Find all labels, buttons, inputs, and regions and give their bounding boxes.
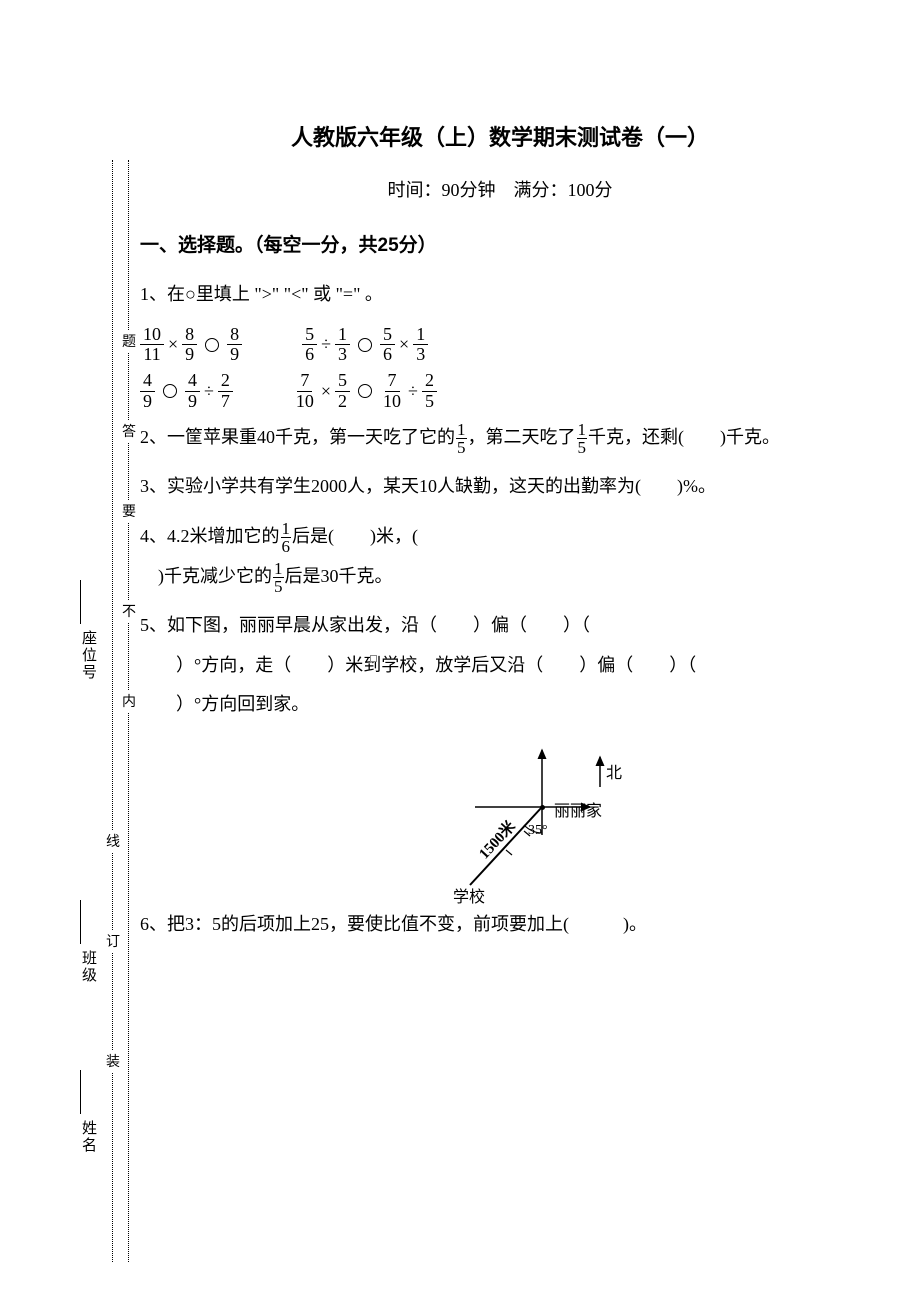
- operator: ×: [397, 334, 411, 355]
- direction-diagram: 北 丽丽家 学校 1500米 35°: [420, 735, 660, 905]
- fraction: 1011: [140, 325, 164, 366]
- fraction-expression: 56÷1356×13: [302, 325, 428, 366]
- exam-title: 人教版六年级（上）数学期末测试卷（一）: [140, 120, 860, 152]
- fraction: 15: [273, 560, 284, 595]
- operator: ÷: [406, 381, 420, 402]
- question-6: 6、把3：5的后项加上25，要使比值不变，前项要加上( )。: [140, 905, 860, 945]
- question-5: 5、如下图，丽丽早晨从家出发，沿（ ）偏（ ）（ ）°方向，走（ ）米到学校，放…: [140, 606, 860, 725]
- compare-circle: [358, 338, 372, 352]
- fraction: 25: [422, 371, 437, 412]
- angle-label: 35°: [528, 823, 548, 839]
- question-2: 2、一筐苹果重40千克，第一天吃了它的15，第二天吃了15千克，还剩( )千克。: [140, 418, 860, 458]
- fraction: 56: [380, 325, 395, 366]
- binding-marker-char: 装: [106, 1050, 120, 1072]
- compare-circle: [205, 338, 219, 352]
- fraction-expression: 710×52710÷25: [293, 371, 437, 412]
- fraction: 13: [413, 325, 428, 366]
- fraction: 27: [218, 371, 233, 412]
- origin-point: [540, 805, 545, 810]
- operator: ÷: [319, 334, 333, 355]
- diagram-svg: [420, 735, 660, 905]
- fraction: 710: [380, 371, 404, 412]
- operator: ÷: [202, 381, 216, 402]
- fraction: 56: [302, 325, 317, 366]
- home-label: 丽丽家: [554, 797, 602, 821]
- fraction: 89: [182, 325, 197, 366]
- fraction: 49: [140, 371, 155, 412]
- north-label: 北: [606, 759, 622, 783]
- fraction-comparisons: 1011×898956÷1356×134949÷27710×52710÷25: [140, 325, 860, 412]
- fraction: 710: [293, 371, 317, 412]
- operator: ×: [166, 334, 180, 355]
- section-heading: 一、选择题。（每空一分，共25分）: [140, 230, 860, 257]
- question-1: 1、在○里填上 ">" "<" 或 "=" 。: [140, 275, 860, 315]
- fraction: 16: [281, 520, 292, 555]
- center-marker: [370, 655, 377, 662]
- fraction: 15: [456, 421, 467, 456]
- exam-subtitle: 时间：90分钟 满分：100分: [140, 176, 860, 202]
- fraction-expression: 4949÷27: [140, 371, 233, 412]
- fraction: 15: [577, 421, 588, 456]
- question-3: 3、实验小学共有学生2000人，某天10人缺勤，这天的出勤率为( )%。: [140, 467, 860, 507]
- fraction-expression: 1011×8989: [140, 325, 242, 366]
- fraction: 89: [227, 325, 242, 366]
- page-content: 人教版六年级（上）数学期末测试卷（一） 时间：90分钟 满分：100分 一、选择…: [0, 0, 920, 995]
- school-label: 学校: [453, 883, 485, 907]
- fraction: 52: [335, 371, 350, 412]
- compare-circle: [358, 384, 372, 398]
- fraction: 49: [185, 371, 200, 412]
- compare-circle: [163, 384, 177, 398]
- binding-label: 姓名: [78, 1120, 99, 1154]
- binding-underline: [80, 1070, 94, 1114]
- fraction: 13: [335, 325, 350, 366]
- question-4: 4、4.2米增加它的16后是( )米，( )千克减少它的15后是30千克。: [140, 517, 860, 596]
- operator: ×: [319, 381, 333, 402]
